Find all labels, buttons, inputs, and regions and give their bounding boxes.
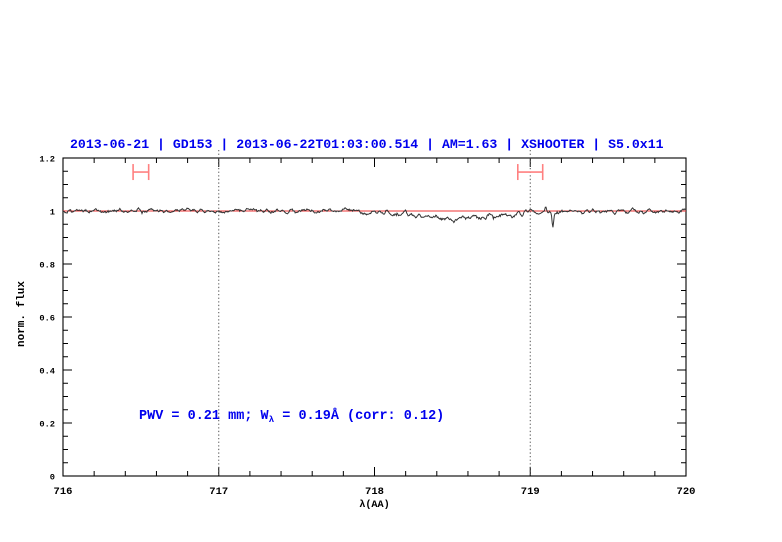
- svg-text:718: 718: [365, 486, 384, 498]
- svg-text:720: 720: [677, 486, 696, 498]
- svg-text:0.4: 0.4: [39, 367, 55, 377]
- svg-text:0: 0: [50, 473, 55, 483]
- svg-text:0.6: 0.6: [39, 314, 55, 324]
- svg-text:norm. flux: norm. flux: [16, 281, 28, 347]
- svg-text:716: 716: [54, 486, 73, 498]
- svg-text:λ(AA): λ(AA): [359, 499, 390, 511]
- svg-text:0.2: 0.2: [39, 420, 55, 430]
- svg-text:0.8: 0.8: [39, 261, 55, 271]
- svg-text:1: 1: [50, 208, 55, 218]
- svg-text:717: 717: [209, 486, 228, 498]
- svg-text:719: 719: [521, 486, 540, 498]
- svg-text:1.2: 1.2: [39, 155, 55, 165]
